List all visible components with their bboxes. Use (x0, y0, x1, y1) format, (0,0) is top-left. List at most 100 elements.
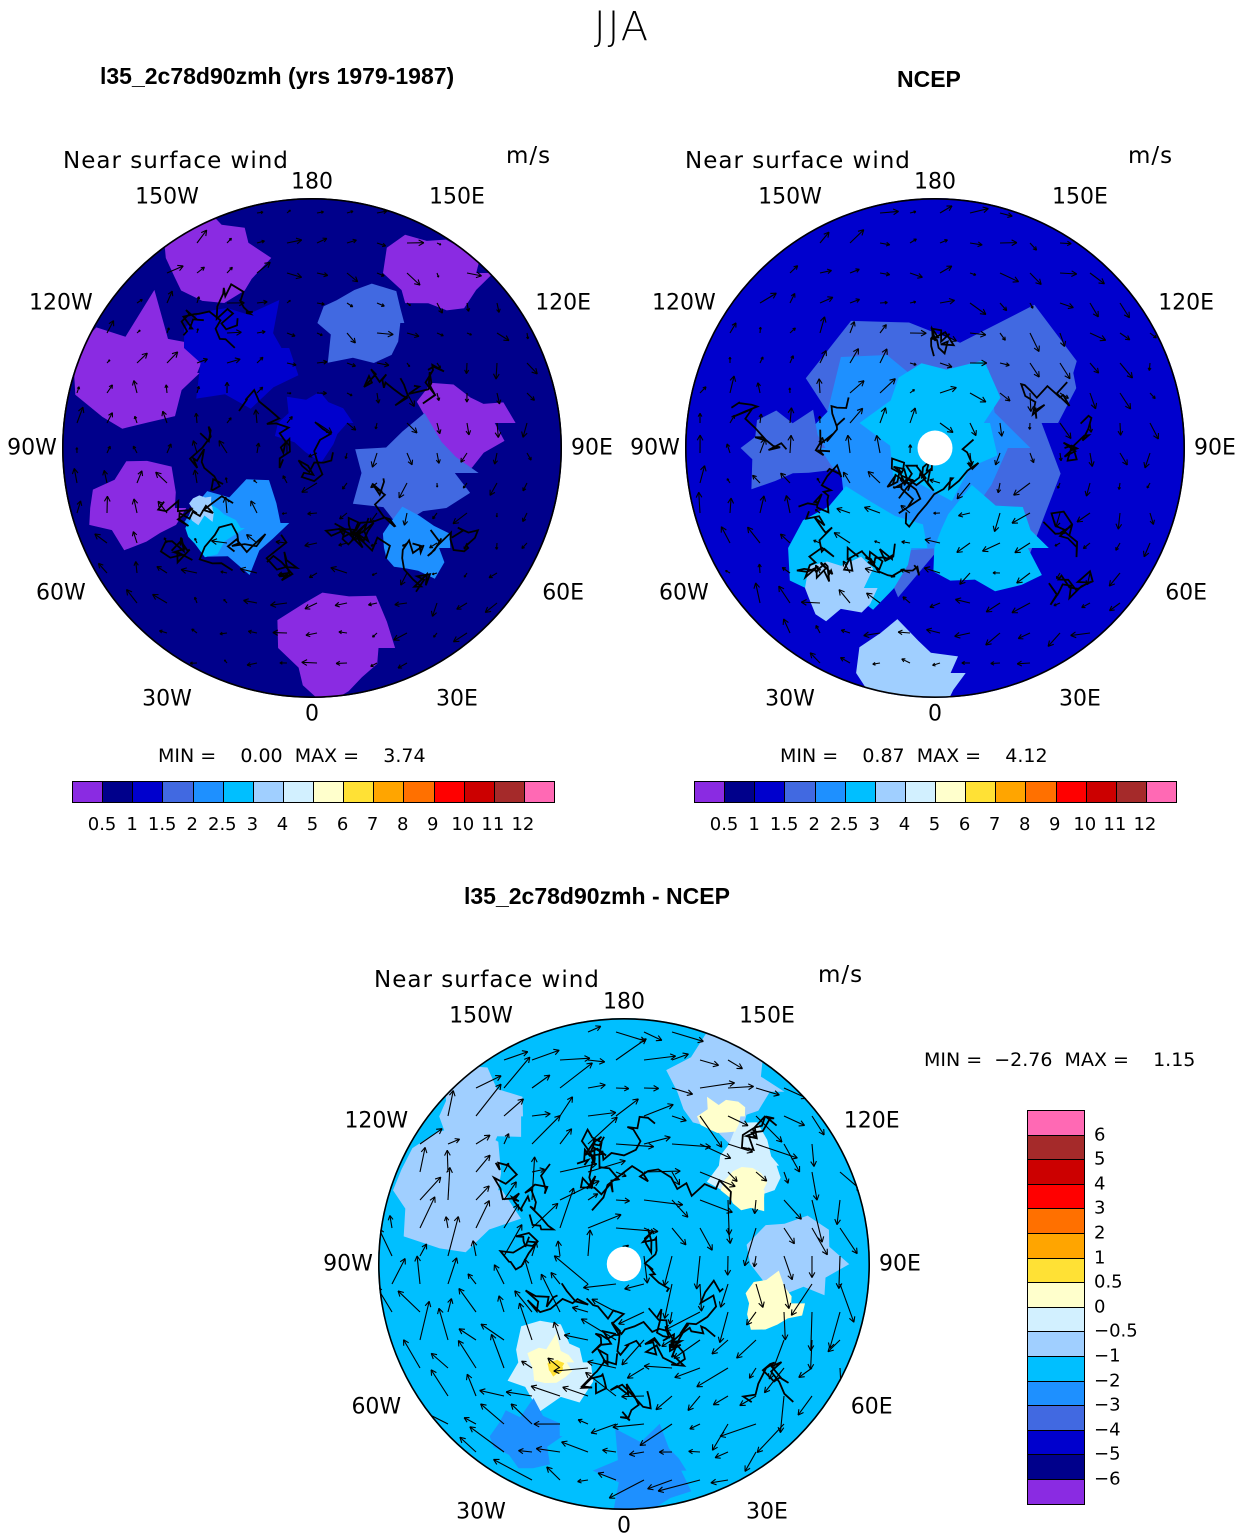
wind-vector (627, 1367, 645, 1379)
wind-vector-head (992, 525, 1000, 533)
wind-vector (577, 1479, 589, 1483)
wind-vector (475, 1154, 491, 1173)
wind-vector-head (809, 652, 816, 659)
wind-vector-head (330, 566, 337, 573)
wind-vector (838, 589, 851, 604)
wind-vector (256, 386, 264, 394)
wind-vector-head (350, 210, 354, 214)
wind-vector (307, 512, 318, 515)
min-max-diff: MIN = −2.76 MAX = 1.15 (924, 1049, 1196, 1071)
wind-vector (493, 1264, 505, 1285)
wind-vector (699, 1283, 703, 1312)
colorbar-level-label: 7 (366, 814, 379, 835)
wind-vector (370, 482, 378, 489)
wind-vector-head (517, 1302, 525, 1310)
wind-vector-head (680, 1115, 687, 1123)
wind-vector (727, 1227, 731, 1244)
wind-vector-head (191, 628, 195, 632)
wind-vector (1149, 392, 1156, 400)
contour-region (859, 360, 1001, 501)
wind-vector-head (429, 544, 434, 549)
polar-map-model (62, 198, 562, 698)
wind-vector-head (849, 1316, 856, 1323)
wind-vector-head (948, 297, 955, 305)
wind-vector-head (842, 471, 849, 478)
wind-vector (639, 1423, 673, 1446)
wind-vector (256, 356, 264, 364)
wind-vector (393, 632, 408, 641)
wind-vector-head (863, 631, 870, 639)
colorbar-swatch (875, 782, 906, 802)
wind-vector-head (1126, 372, 1134, 379)
wind-vector (696, 1255, 701, 1290)
wind-vector (809, 652, 821, 664)
map-border (685, 198, 1185, 698)
wind-vector-head (430, 610, 437, 617)
wind-vector-head (308, 453, 313, 458)
wind-vector-head (652, 1227, 659, 1235)
wind-vector (727, 1199, 730, 1235)
wind-vector (391, 1258, 406, 1285)
colorbar-swatch (1028, 1381, 1084, 1407)
wind-vector-head (484, 1134, 491, 1141)
wind-vector (841, 629, 851, 634)
wind-vector-head (513, 1204, 520, 1211)
colorbar-level-label: −5 (1094, 1443, 1121, 1465)
wind-vector (564, 1334, 589, 1341)
wind-vector-head (1123, 311, 1130, 319)
colorbar-swatch (1028, 1184, 1084, 1210)
wind-vector-head (929, 478, 935, 484)
wind-vector-head (726, 478, 730, 481)
wind-vector (587, 1229, 591, 1257)
wind-vector (1089, 302, 1099, 318)
wind-vector (459, 1436, 477, 1453)
wind-vector (836, 1199, 841, 1225)
wind-vector-head (133, 561, 139, 566)
wind-vector (503, 1098, 524, 1117)
wind-vector-head (1035, 278, 1042, 286)
wind-vector (286, 332, 296, 337)
wind-vector-head (624, 1197, 630, 1204)
wind-vector-head (597, 1471, 605, 1479)
wind-vector (629, 1451, 645, 1456)
wind-vector-head (76, 500, 83, 506)
wind-vector-head (954, 632, 961, 639)
wind-vector (840, 657, 851, 664)
wind-vector-head (662, 1312, 669, 1319)
wind-vector (338, 542, 348, 546)
wind-vector-head (408, 1403, 415, 1410)
wind-vector (618, 1311, 645, 1325)
longitude-label: 120W (344, 1108, 409, 1134)
wind-vector-head (167, 327, 170, 331)
wind-vector-head (813, 539, 817, 543)
wind-vector (166, 265, 184, 274)
wind-vector (166, 443, 172, 454)
wind-vector (339, 512, 348, 520)
wind-vector (719, 1423, 757, 1437)
wind-vector-head (1149, 519, 1155, 525)
wind-vector (577, 1419, 589, 1425)
wind-vector-head (480, 1403, 487, 1410)
wind-vector (531, 1202, 559, 1229)
wind-vector-head (1084, 490, 1091, 497)
wind-vector-head (1058, 457, 1063, 462)
wind-vector-head (1011, 517, 1018, 524)
coastline (180, 309, 236, 349)
wind-vector (503, 1224, 523, 1257)
wind-vector (985, 602, 1001, 613)
wind-vector-head (686, 1089, 694, 1096)
wind-vector (456, 602, 468, 610)
variable-label-ncep: Near surface wind (685, 148, 911, 174)
wind-vector-head (912, 388, 915, 392)
wind-vector (256, 442, 260, 454)
longitude-label: 150W (758, 184, 822, 210)
wind-vector (954, 632, 971, 637)
wind-vector-head (1032, 246, 1038, 251)
wind-vector-head (420, 1147, 428, 1154)
wind-vector-head (577, 1418, 583, 1424)
wind-vector (330, 567, 348, 574)
wind-vector (587, 1214, 622, 1229)
wind-vector-head (724, 1153, 732, 1160)
wind-vector (819, 269, 832, 274)
wind-vector-head (370, 484, 374, 489)
